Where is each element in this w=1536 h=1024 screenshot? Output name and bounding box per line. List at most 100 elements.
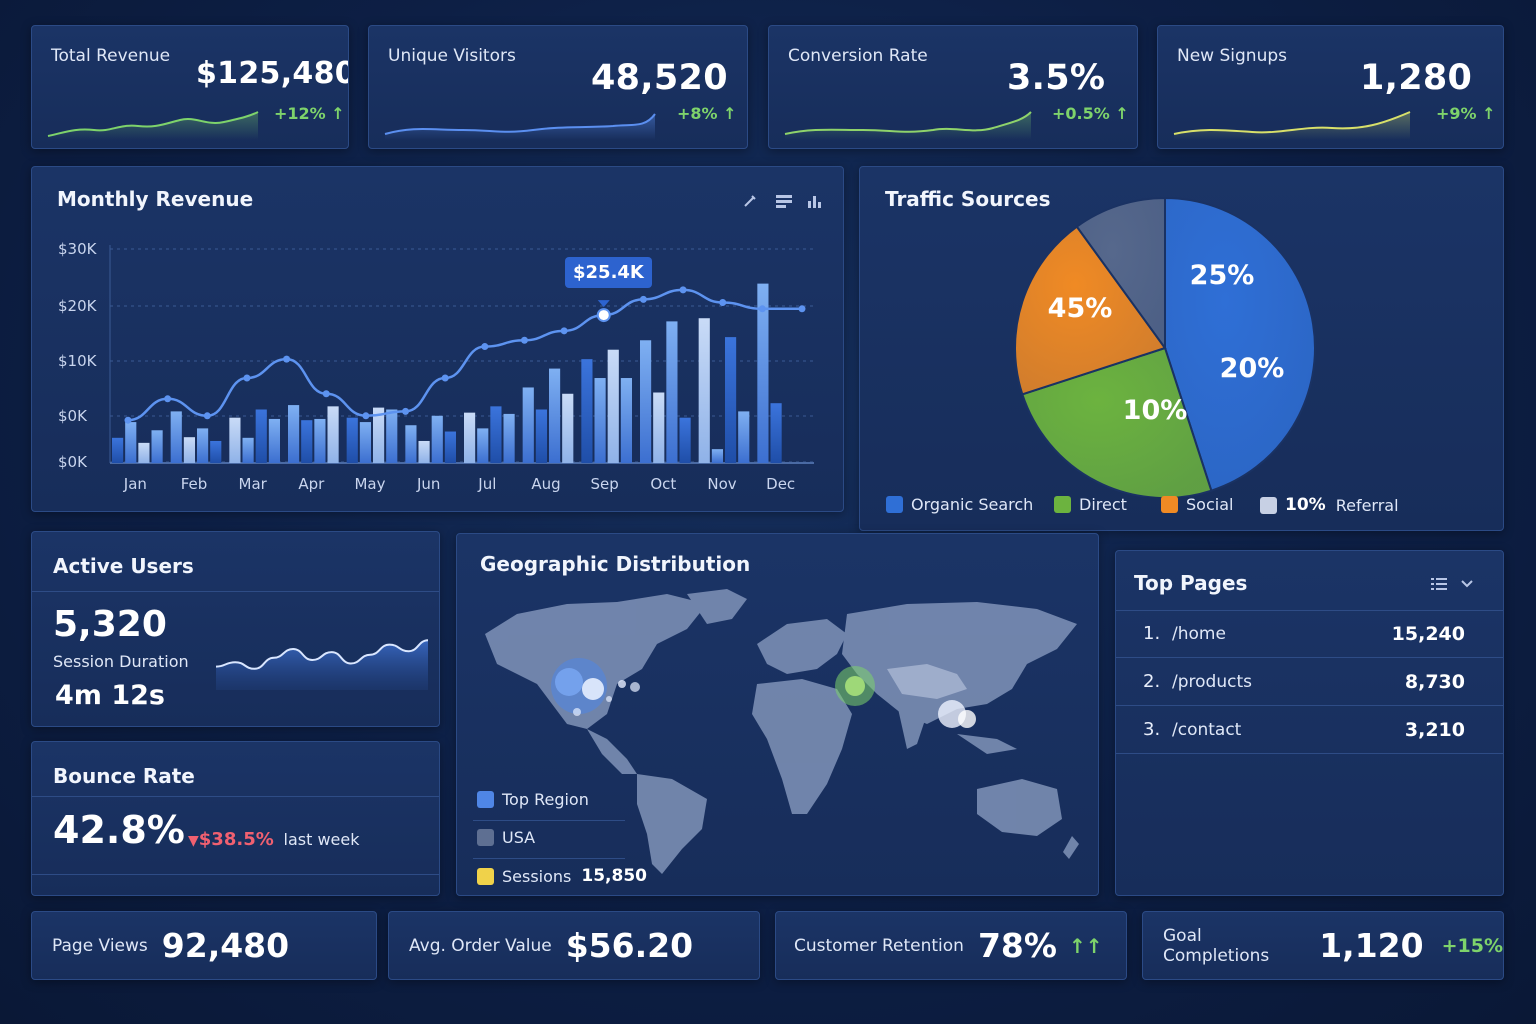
legend-swatch	[477, 791, 494, 808]
goal-completions-card[interactable]: Goal Completions 1,120 +15%	[1142, 911, 1504, 980]
line-point	[520, 336, 528, 344]
sparkline-chart	[384, 113, 656, 140]
bounce-rate-change: ▼$38.5% last week	[188, 829, 360, 850]
legend-item-organic-search[interactable]: Organic Search	[886, 495, 1033, 514]
pie-slice	[1014, 225, 1167, 396]
line-point	[441, 374, 449, 382]
page-views-card[interactable]: Page Views 92,480	[31, 911, 377, 980]
active-users-value: 5,320	[53, 604, 167, 645]
line-point	[719, 299, 727, 306]
active-users-sparkline	[216, 639, 428, 690]
bar	[711, 449, 723, 463]
table-row[interactable]: 2. /products 8,730	[1116, 658, 1503, 706]
row-rank: 3.	[1143, 719, 1161, 740]
bar	[405, 425, 417, 463]
arrow-down-icon: ▼	[188, 833, 199, 849]
bounce-rate-panel: Bounce Rate 42.8% ▼$38.5% last week	[31, 741, 440, 896]
x-tick-label: Jan	[123, 475, 147, 493]
legend-swatch	[477, 867, 494, 885]
table-row[interactable]: 3. /contact 3,210	[1116, 706, 1503, 754]
bar	[620, 378, 632, 463]
highlight-point	[596, 308, 611, 323]
legend-swatch	[886, 496, 903, 513]
legend-item-sessions[interactable]: Sessions 15,850	[477, 866, 647, 886]
line-point	[322, 390, 330, 398]
row-count: 3,210	[1404, 719, 1465, 741]
kpi-value: 48,520	[591, 58, 728, 98]
legend-item-direct[interactable]: Direct	[1054, 495, 1127, 514]
monthly-revenue-chart: $30K $20K $10K $0K $0K Jan Feb Mar Apr May Jun Jul A…	[58, 240, 814, 493]
customer-retention-card[interactable]: Customer Retention 78% ↑↑	[775, 911, 1127, 980]
bar	[698, 318, 710, 463]
legend-item-social[interactable]: Social	[1161, 495, 1233, 514]
bar	[738, 411, 750, 463]
geographic-distribution-panel: Geographic Distribution	[456, 533, 1099, 896]
x-tick-label: Mar	[239, 475, 268, 493]
edit-icon[interactable]	[742, 193, 758, 209]
card-label: Page Views	[52, 935, 148, 956]
panel-title: Bounce Rate	[53, 764, 195, 788]
sparkline-line	[216, 639, 428, 670]
plus-icon: +	[1441, 934, 1458, 957]
bar	[183, 437, 195, 463]
legend-item-usa[interactable]: USA	[477, 828, 535, 847]
session-duration-value: 4m 12s	[55, 680, 165, 711]
card-value: 1,120	[1319, 926, 1424, 965]
bar	[125, 422, 137, 463]
kpi-card-conversion-rate[interactable]: Conversion Rate 3.5% +0.5% ↑	[768, 25, 1138, 149]
row-rank: 2.	[1143, 671, 1161, 692]
line-point	[758, 305, 766, 313]
panel-title: Monthly Revenue	[57, 187, 254, 211]
line-point	[362, 412, 370, 420]
kpi-change: +0.5% ↑	[1052, 104, 1129, 123]
bar	[594, 378, 606, 463]
bar	[653, 392, 665, 463]
legend-swatch	[1260, 496, 1277, 514]
bar	[549, 368, 561, 463]
line-point	[243, 374, 251, 382]
legend-swatch	[1161, 496, 1178, 513]
row-path: /products	[1172, 672, 1252, 692]
x-tick-label: Oct	[650, 475, 676, 493]
bar	[464, 412, 476, 463]
card-label: Customer Retention	[794, 935, 964, 956]
line-point	[639, 295, 647, 303]
line-point	[798, 305, 806, 313]
x-tick-label: Aug	[531, 475, 560, 493]
kpi-change: +8% ↑	[677, 104, 737, 123]
x-tick-label: Jun	[416, 475, 440, 493]
arrow-up-icon: ↑	[1115, 104, 1129, 123]
pie-slice-label: 25%	[1190, 260, 1255, 291]
line-point	[203, 412, 211, 420]
avg-order-value-card[interactable]: Avg. Order Value $56.20	[388, 911, 760, 980]
kpi-card-total-revenue[interactable]: Total Revenue $125,480 +12% ↑	[31, 25, 349, 149]
bar	[562, 393, 574, 463]
list-icon[interactable]	[775, 193, 793, 209]
sparkline-area	[216, 640, 428, 690]
bar-chart-icon[interactable]	[806, 193, 822, 209]
bar	[386, 409, 398, 463]
table-row[interactable]: 1. /home 15,240	[1116, 610, 1503, 658]
kpi-value: 1,280	[1360, 58, 1473, 98]
chart-tooltip: $25.4K	[565, 257, 652, 288]
bar	[359, 422, 371, 463]
legend-item-top-region[interactable]: Top Region	[477, 790, 589, 809]
x-tick-label: Jul	[477, 475, 496, 493]
row-count: 8,730	[1404, 671, 1465, 693]
x-tick-label: Dec	[766, 475, 795, 493]
bar	[255, 409, 267, 463]
chevron-down-icon[interactable]	[1460, 578, 1474, 590]
bar	[170, 411, 182, 463]
world-map	[485, 589, 1079, 874]
kpi-card-new-signups[interactable]: New Signups 1,280 +9% ↑	[1157, 25, 1504, 149]
line-point	[283, 355, 291, 363]
bar	[490, 406, 502, 463]
legend-item-referral[interactable]: 10% Referral	[1260, 495, 1399, 515]
kpi-card-unique-visitors[interactable]: Unique Visitors 48,520 +8% ↑	[368, 25, 748, 149]
list-icon[interactable]	[1430, 576, 1448, 592]
bar	[640, 340, 652, 463]
pie-slice	[1075, 196, 1166, 352]
bar	[151, 430, 163, 463]
y-tick-label: $30K	[58, 240, 98, 258]
row-path: /home	[1172, 624, 1226, 644]
